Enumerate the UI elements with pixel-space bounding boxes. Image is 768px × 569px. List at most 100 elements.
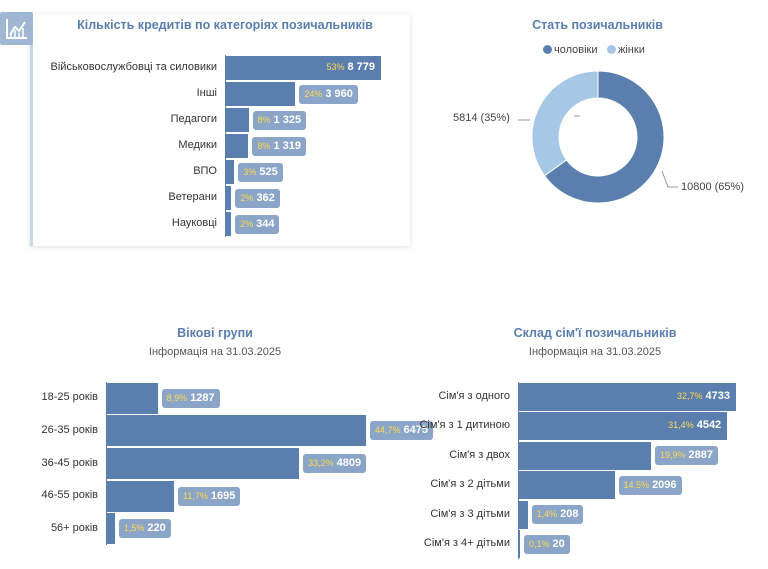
bar[interactable] [225,212,232,236]
legend-item-male[interactable]: чоловіки [543,44,598,56]
family-chart-title: Склад сім'ї позичальників [513,326,677,340]
bar[interactable] [106,513,115,545]
percent-label: 2% [240,192,254,203]
age-chart-subtitle: Інформація на 31.03.2025 [148,346,282,358]
data-label: 2% 362 [235,188,280,208]
bar[interactable] [518,500,528,529]
value-label: 1695 [210,489,236,502]
bar[interactable] [106,415,366,447]
male-slice-label: 10800 (65%) [681,181,744,193]
legend-dot-icon [543,45,552,54]
bar[interactable] [225,56,381,80]
percent-label: 53% [326,62,345,72]
percent-label: 24% [304,88,323,99]
data-label: 31,4% 4542 [518,419,721,431]
legend-label-male: чоловіки [554,44,598,56]
value-label: 1287 [190,391,215,404]
category-label: Медики [178,139,217,151]
female-slice[interactable] [531,70,599,177]
bar[interactable] [225,108,249,132]
categories-card [30,14,410,246]
value-label: 4809 [336,457,362,469]
bar[interactable] [106,382,158,414]
value-label: 1 325 [273,113,302,126]
data-label: 0,1% 20 [524,534,570,554]
percent-label: 32,7% [676,390,703,401]
value-label: 362 [256,191,275,204]
percent-label: 0,1% [529,538,550,549]
percent-label: 44,7% [375,425,401,436]
category-label: Сім'я з одного [438,389,510,402]
bar[interactable] [518,412,728,441]
percent-label: 3% [243,166,257,177]
category-label: Педагоги [170,113,217,125]
card-accent-bar [30,14,33,246]
bar[interactable] [106,448,300,479]
data-label: 8,9% 1287 [161,388,220,408]
percent-label: 1,5% [123,523,145,534]
bar[interactable] [106,480,175,512]
bar[interactable] [225,160,235,184]
value-label: 2096 [652,478,677,491]
data-label: 8% 1 325 [252,110,307,130]
female-slice-label: 5814 (35%) [453,112,510,124]
percent-label: 2% [240,218,254,229]
data-label: 2% 344 [235,214,280,234]
value-label: 525 [259,165,278,178]
bar[interactable] [518,441,651,470]
legend-dot-icon [607,45,616,54]
categories-chart-title: Кількість кредитів по категоріях позичал… [77,18,373,32]
percent-label: 14,5% [623,479,650,490]
data-label: 24% 3 960 [299,84,358,104]
percent-label: 11,7% [183,490,208,501]
data-label: 53% 8 779 [225,61,375,73]
category-label: 18-25 років [41,391,98,404]
percent-label: 1,4% [536,509,558,520]
value-label: 208 [560,508,579,521]
percent-label: 33,2% [308,458,334,468]
data-label: 19,9% 2887 [654,446,718,466]
bar[interactable] [225,186,232,210]
value-label: 1 319 [273,139,301,152]
value-label: 4542 [696,419,722,432]
bar[interactable] [225,82,296,106]
category-label: Сім'я з 2 дітьми [430,478,510,491]
value-label: 344 [256,217,275,230]
data-label: 32,7% 4733 [518,390,730,402]
category-label: Ветерани [168,191,217,203]
data-label: 1,4% 208 [531,505,584,525]
bar[interactable] [518,471,615,500]
data-label: 14,5% 2096 [618,475,682,495]
bar[interactable] [225,134,249,158]
age-chart-title: Вікові групи [177,326,253,340]
category-label: Сім'я з 4+ дітьми [423,537,510,550]
male-leader-line [661,170,678,188]
category-label: Інші [196,87,217,99]
percent-label: 19,9% [659,450,686,461]
value-label: 2887 [688,449,713,462]
value-label: 4733 [705,389,730,402]
percent-label: 8% [257,140,271,151]
legend-item-female[interactable]: жінки [607,44,645,56]
bar[interactable] [518,530,520,559]
percent-label: 31,4% [668,420,694,431]
data-label: 8% 1 319 [252,136,306,156]
data-label: 11,7% 1695 [178,486,241,506]
percent-label: 8% [257,114,271,125]
value-label: 6475 [403,424,429,437]
gender-chart-title: Стать позичальників [532,18,663,32]
data-label: 1,5% 220 [118,519,171,539]
male-slice[interactable] [543,70,665,204]
category-label: Сім'я з двох [449,448,510,461]
category-label: 36-45 років [41,456,98,469]
value-label: 20 [552,537,565,550]
percent-label: 8,9% [166,392,188,403]
category-label: Сім'я з 3 дітьми [430,507,510,520]
value-label: 3 960 [325,87,353,100]
category-label: Науковці [171,217,217,229]
data-label: 44,7% 6475 [370,421,434,441]
bar[interactable] [518,382,736,411]
chart-line-icon[interactable] [0,12,33,45]
category-label: 46-55 років [41,489,98,502]
legend-label-female: жінки [618,44,645,56]
